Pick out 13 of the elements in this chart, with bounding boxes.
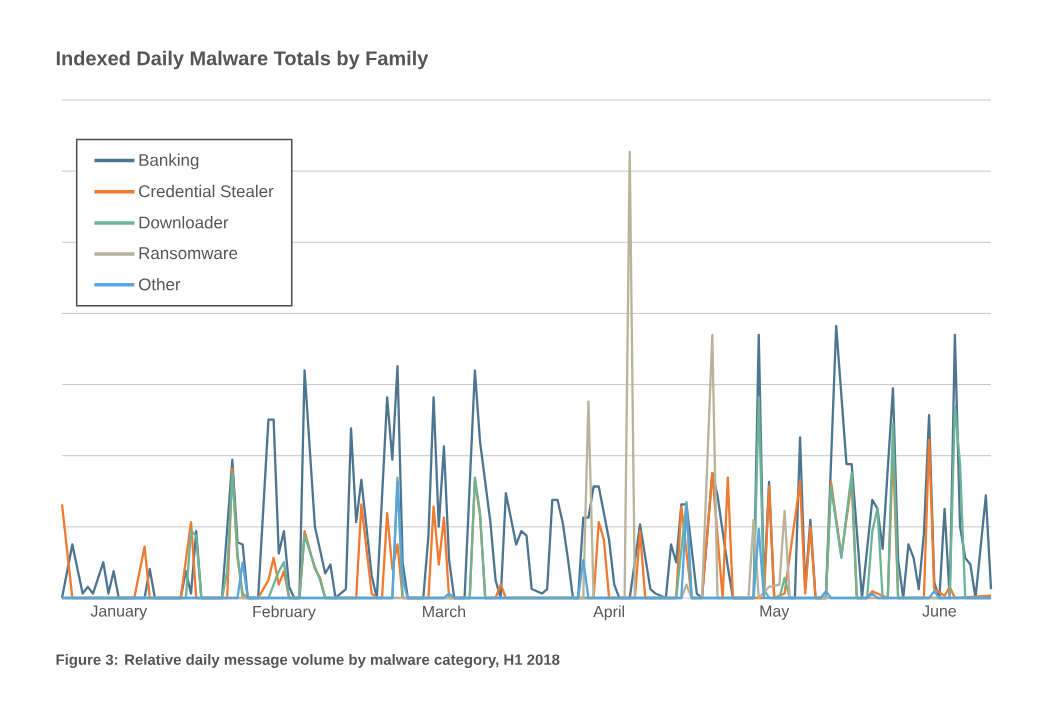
- chart-title: Indexed Daily Malware Totals by Family: [56, 50, 429, 70]
- x-tick-label: March: [423, 605, 466, 618]
- x-tick-label: April: [593, 605, 624, 621]
- legend-label: Banking: [139, 153, 199, 170]
- x-tick-label: June: [922, 605, 956, 617]
- legend-label: Credential Stealer: [139, 184, 274, 198]
- legend-label: Downloader: [139, 216, 229, 229]
- x-tick-label: January: [90, 605, 148, 620]
- legend-label: Other: [138, 277, 181, 291]
- x-tick-label: May: [760, 605, 790, 620]
- legend-label: Ransomware: [139, 247, 238, 260]
- x-tick-label: February: [253, 605, 316, 621]
- caption: Figure 3: Relative daily message volume by malware category, H1 2018: [56, 653, 560, 668]
